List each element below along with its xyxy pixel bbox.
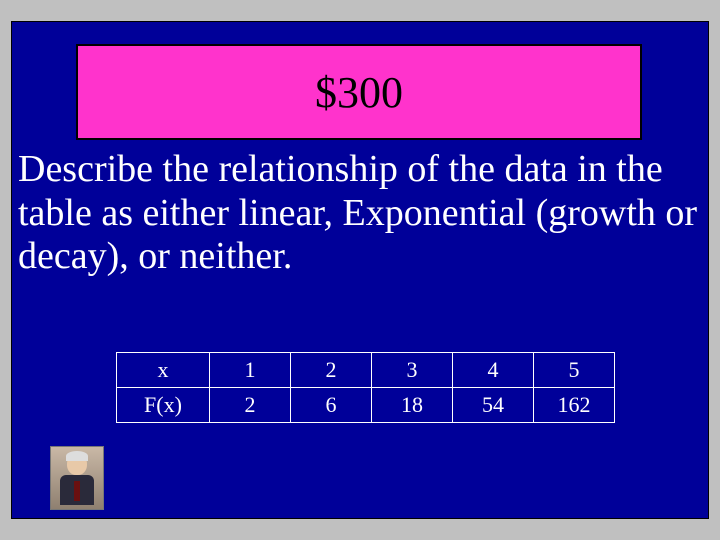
table-row: x 1 2 3 4 5 bbox=[117, 353, 615, 388]
table-row: F(x) 2 6 18 54 162 bbox=[117, 388, 615, 423]
table-cell: 6 bbox=[291, 388, 372, 423]
table-cell: 2 bbox=[210, 388, 291, 423]
clue-value: $300 bbox=[315, 67, 403, 118]
clue-prompt: Describe the relationship of the data in… bbox=[18, 148, 698, 279]
table-cell: 4 bbox=[453, 353, 534, 388]
table-cell: 18 bbox=[372, 388, 453, 423]
row-label-fx: F(x) bbox=[117, 388, 210, 423]
table-cell: 1 bbox=[210, 353, 291, 388]
avatar-tie-shape bbox=[74, 481, 80, 501]
table-cell: 2 bbox=[291, 353, 372, 388]
jeopardy-slide: $300 Describe the relationship of the da… bbox=[12, 22, 708, 518]
table-cell: 5 bbox=[534, 353, 615, 388]
row-label-x: x bbox=[117, 353, 210, 388]
host-avatar-icon[interactable] bbox=[50, 446, 104, 510]
value-box: $300 bbox=[76, 44, 642, 140]
table-cell: 162 bbox=[534, 388, 615, 423]
data-table: x 1 2 3 4 5 F(x) 2 6 18 54 162 bbox=[116, 352, 615, 423]
table-cell: 54 bbox=[453, 388, 534, 423]
table-cell: 3 bbox=[372, 353, 453, 388]
avatar-hair-shape bbox=[66, 451, 88, 461]
